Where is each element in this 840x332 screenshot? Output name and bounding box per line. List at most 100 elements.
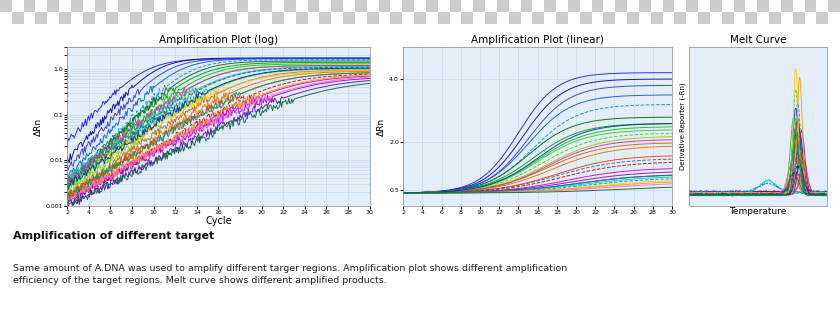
Bar [319, 12, 331, 24]
Bar [225, 12, 237, 24]
Bar [580, 0, 591, 12]
Bar [686, 12, 698, 24]
Bar [154, 0, 165, 12]
Bar [509, 0, 521, 12]
Bar [816, 12, 828, 24]
Bar [307, 0, 319, 12]
Bar [805, 0, 816, 12]
Bar [35, 0, 47, 12]
Bar [130, 0, 142, 12]
Bar [47, 0, 59, 12]
Bar [296, 12, 307, 24]
Bar [675, 0, 686, 12]
Bar [367, 12, 379, 24]
Bar [686, 0, 698, 12]
Bar [71, 0, 83, 12]
Bar [533, 0, 544, 12]
Bar [603, 0, 615, 12]
Bar [757, 0, 769, 12]
Bar [237, 0, 249, 12]
Bar [355, 12, 367, 24]
Bar [402, 0, 414, 12]
Bar [296, 0, 307, 12]
Bar [591, 0, 603, 12]
Bar [521, 0, 533, 12]
Bar [24, 0, 35, 12]
Bar [260, 12, 272, 24]
Bar [59, 12, 71, 24]
Bar [24, 12, 35, 24]
Bar [544, 12, 556, 24]
Bar [59, 0, 71, 12]
Bar [816, 0, 828, 12]
Y-axis label: ΔRn: ΔRn [377, 118, 386, 135]
Title: Amplification Plot (log): Amplification Plot (log) [159, 35, 278, 45]
Bar [142, 12, 154, 24]
Bar [438, 12, 449, 24]
Bar [698, 0, 710, 12]
Bar [828, 12, 840, 24]
Bar [663, 12, 675, 24]
Bar [722, 0, 733, 12]
Bar [497, 12, 509, 24]
Bar [307, 12, 319, 24]
Bar [414, 12, 426, 24]
Bar [379, 0, 391, 12]
Bar [225, 0, 237, 12]
Bar [461, 0, 473, 12]
Bar [12, 12, 24, 24]
Bar [165, 0, 177, 12]
Bar [745, 12, 757, 24]
Bar [177, 12, 189, 24]
Text: Amplification of different target: Amplification of different target [13, 231, 214, 241]
Bar [367, 0, 379, 12]
Bar [651, 12, 663, 24]
Bar [710, 12, 722, 24]
Bar [355, 0, 367, 12]
Bar [189, 0, 201, 12]
Bar [47, 12, 59, 24]
Bar [828, 0, 840, 12]
Y-axis label: ΔRn: ΔRn [34, 118, 43, 135]
Bar [733, 12, 745, 24]
Bar [556, 12, 568, 24]
Bar [745, 0, 757, 12]
Bar [142, 0, 154, 12]
Bar [0, 0, 12, 12]
Bar [663, 0, 675, 12]
Bar [260, 0, 272, 12]
Bar [591, 12, 603, 24]
Bar [521, 12, 533, 24]
Bar [781, 12, 793, 24]
Bar [805, 12, 816, 24]
Bar [83, 0, 95, 12]
Bar [769, 12, 781, 24]
Bar [793, 0, 805, 12]
Bar [426, 12, 438, 24]
Bar [485, 12, 497, 24]
Bar [556, 0, 568, 12]
Bar [509, 12, 521, 24]
Bar [237, 12, 249, 24]
Bar [438, 0, 449, 12]
Bar [793, 12, 805, 24]
Bar [118, 0, 130, 12]
Bar [769, 0, 781, 12]
Bar [272, 12, 284, 24]
Bar [615, 0, 627, 12]
Bar [189, 12, 201, 24]
Bar [485, 0, 497, 12]
Bar [675, 12, 686, 24]
Bar [615, 12, 627, 24]
Bar [284, 0, 296, 12]
Bar [402, 12, 414, 24]
Bar [473, 0, 485, 12]
Title: Melt Curve: Melt Curve [730, 35, 786, 45]
Bar [165, 12, 177, 24]
Bar [249, 12, 260, 24]
Bar [331, 0, 343, 12]
Bar [331, 12, 343, 24]
Bar [757, 12, 769, 24]
Bar [213, 0, 225, 12]
Bar [639, 12, 651, 24]
